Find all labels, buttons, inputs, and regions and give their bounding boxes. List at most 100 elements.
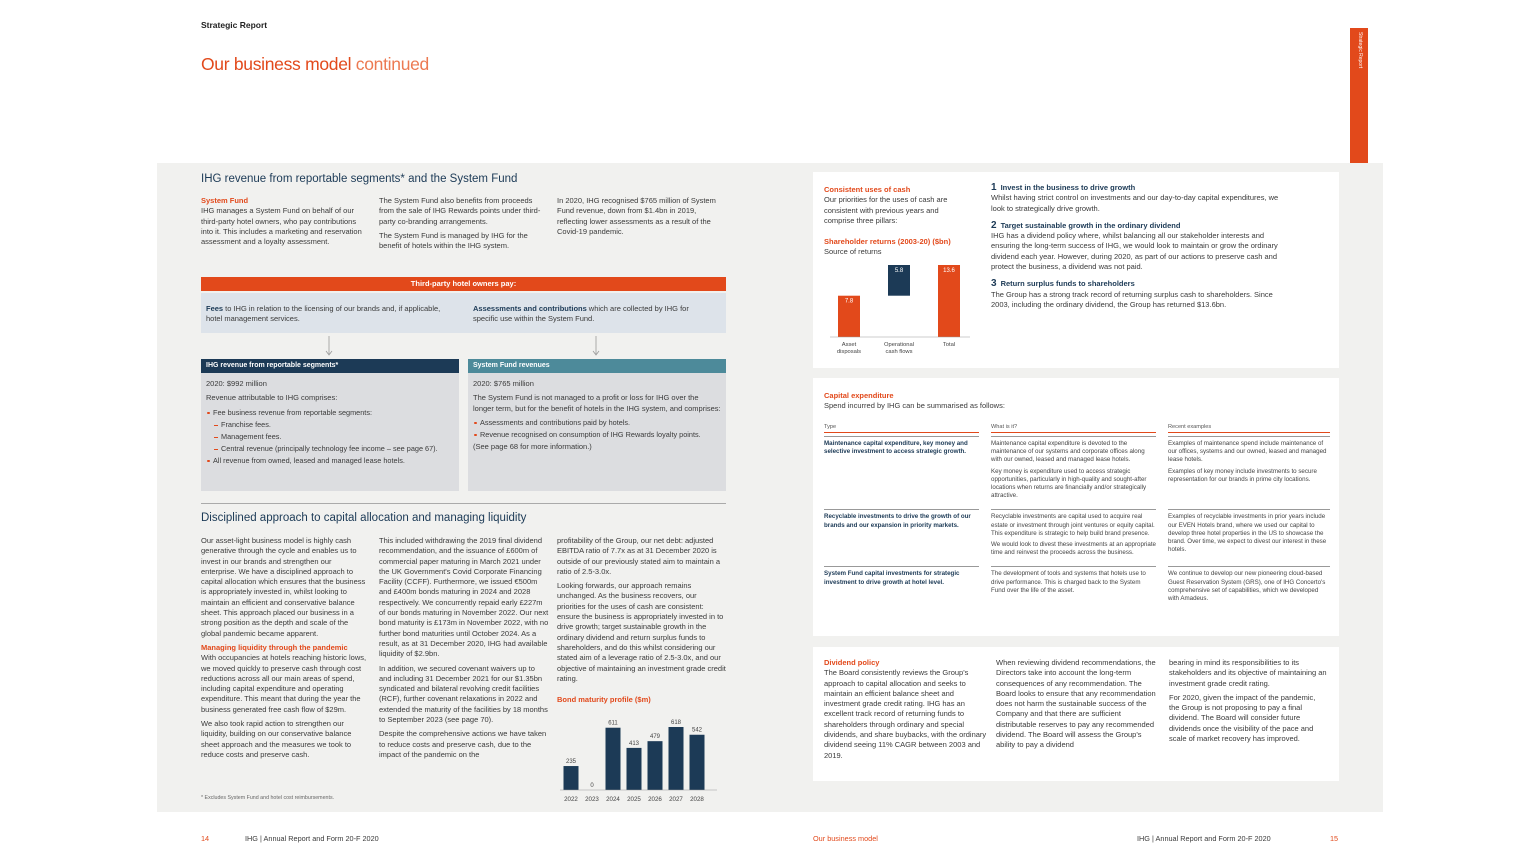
- cell-paragraph: We would look to divest these investment…: [991, 541, 1156, 557]
- bar: [626, 747, 642, 790]
- column: Consistent uses of cash Our priorities fo…: [824, 185, 969, 230]
- item-number: 3: [991, 278, 997, 290]
- value-label: 479: [650, 734, 661, 740]
- text: which are collected by IHG for specific …: [473, 304, 689, 324]
- box: 2020: $765 million The System Fund is not…: [468, 373, 726, 491]
- footer-text: IHG | Annual Report and Form 20-F 2020: [1137, 834, 1271, 843]
- table-header: Recent examples: [1168, 424, 1330, 433]
- cell-paragraph: Maintenance capital expenditure, key mon…: [824, 440, 968, 456]
- footer-text: IHG | Annual Report and Form 20-F 2020: [245, 834, 379, 843]
- title-suffix: continued: [355, 54, 430, 74]
- pay-box: [201, 293, 726, 333]
- subheading: Managing liquidity through the pandemic: [201, 642, 348, 652]
- subheading: Consistent uses of cash: [824, 185, 911, 194]
- cell-paragraph: Recyclable investments to drive the grow…: [824, 513, 971, 529]
- bullet: Revenue recognised on consumption of IHG…: [473, 430, 721, 440]
- cell-paragraph: Examples of recyclable investments in pr…: [1168, 513, 1327, 554]
- box-title: System Fund revenues: [468, 359, 726, 373]
- box-title: IHG revenue from reportable segments*: [201, 359, 459, 373]
- bullet: Fee business revenue from reportable seg…: [206, 408, 454, 418]
- sub-bullet: Management fees.: [206, 432, 454, 442]
- item-title: Return surplus funds to shareholders: [1000, 279, 1135, 289]
- value-label: 618: [671, 720, 682, 726]
- paragraph: When reviewing dividend recommendations,…: [996, 658, 1156, 750]
- bar: [689, 734, 705, 790]
- side-tab: Strategic Report: [1350, 28, 1368, 172]
- bar: [647, 741, 663, 790]
- column: Our asset-light business model is highly…: [201, 536, 369, 764]
- item-heading: 2 Target sustainable growth in the ordina…: [991, 220, 1291, 231]
- bar: [888, 265, 910, 296]
- card: [813, 647, 1339, 781]
- value-label: 611: [608, 721, 618, 727]
- item-heading: 3 Return surplus funds to shareholders: [991, 279, 1291, 289]
- cell-paragraph: Maintenance capital expenditure is devot…: [991, 440, 1145, 464]
- value-label: 235: [566, 759, 577, 765]
- x-tick-label: 2023: [585, 796, 599, 803]
- x-tick-label: Operational cash flows: [884, 342, 914, 355]
- paragraph: IHG manages a System Fund on behalf of o…: [201, 206, 362, 247]
- cell-paragraph: The development of tools and systems tha…: [991, 570, 1146, 594]
- paragraph: This included withdrawing the 2019 final…: [379, 536, 549, 659]
- table-cell: Maintenance capital expenditure is devot…: [991, 436, 1156, 509]
- paragraph: Whilst having strict control on investme…: [991, 193, 1279, 213]
- paragraph: We also took rapid action to strengthen …: [201, 719, 352, 759]
- cell-paragraph: Examples of key money include investment…: [1168, 467, 1317, 483]
- bold-lead: Fees: [206, 304, 224, 313]
- subheading: Dividend policy: [824, 658, 880, 667]
- chart-area: 235 2022 0 2023 611 2024 413 2025 479 2026 618 2027…: [560, 720, 717, 803]
- bullet: All revenue from owned, leased and manag…: [206, 456, 454, 466]
- value-label: 413: [629, 741, 640, 747]
- section-heading: IHG revenue from reportable segments* an…: [201, 173, 518, 185]
- paragraph: Assessments and contributions which are c…: [473, 304, 713, 325]
- title: Our business model: [201, 54, 352, 74]
- paragraph: In addition, we secured covenant waivers…: [379, 663, 548, 725]
- numbered-item: 2 Target sustainable growth in the ordina…: [991, 220, 1291, 272]
- returns-chart: Shareholder returns (2003-20) ($bn) Sour…: [820, 237, 980, 362]
- paragraph: bearing in mind its responsibilities to …: [1169, 658, 1327, 688]
- paragraph: With occupancies at hotels reaching hist…: [201, 653, 367, 714]
- pay-text: Fees to IHG in relation to the licensing …: [206, 304, 446, 329]
- paragraph: Looking forwards, our approach remains u…: [557, 581, 726, 683]
- subheading: Capital expenditure: [824, 391, 894, 400]
- arrows: [325, 336, 600, 356]
- box: 2020: $992 million Revenue attributable t…: [201, 373, 459, 491]
- table-header: What is it?: [991, 424, 1156, 433]
- footnote: * Excludes System Fund and hotel cost re…: [201, 795, 335, 801]
- text: to IHG in relation to the licensing of o…: [206, 304, 441, 324]
- cell-paragraph: System Fund capital investments for stra…: [824, 570, 960, 586]
- value-label: 7.8: [845, 299, 854, 305]
- paragraph: Fees to IHG in relation to the licensing …: [206, 304, 446, 325]
- bar: [938, 265, 960, 337]
- page-title: Our business model continued: [201, 54, 429, 75]
- cell-paragraph: Key money is expenditure used to access …: [991, 467, 1147, 500]
- numbered-item: 1 Invest in the business to drive growth W…: [991, 182, 1291, 214]
- bold-lead: Assessments and contributions: [473, 304, 587, 313]
- paragraph: In 2020, IHG recognised $765 million of …: [557, 196, 716, 236]
- column: System Fund IHG manages a System Fund on …: [201, 196, 363, 251]
- table-cell: Examples of maintenance spend include ma…: [1168, 436, 1330, 509]
- table-cell: Recyclable investments are capital used …: [991, 509, 1156, 566]
- table-cell: Maintenance capital expenditure, key mon…: [824, 436, 979, 509]
- table-header: Type: [824, 424, 979, 433]
- x-tick-label: 2024: [606, 796, 620, 803]
- table-cell: Examples of recyclable investments in pr…: [1168, 509, 1330, 566]
- numbered-item: 3 Return surplus funds to shareholders The…: [991, 279, 1291, 310]
- table-cell: System Fund capital investments for stra…: [824, 566, 979, 612]
- chart-subtitle: Source of returns: [824, 247, 882, 256]
- chart-title: Shareholder returns (2003-20) ($bn): [824, 237, 951, 246]
- subheading: System Fund: [201, 196, 249, 205]
- cell-paragraph: We continue to develop our new pioneerin…: [1168, 570, 1326, 603]
- x-tick-label: Asset disposals: [836, 342, 862, 355]
- paragraph: (See page 68 for more information.): [473, 441, 592, 451]
- column: Dividend policy The Board consistently re…: [824, 658, 988, 765]
- paragraph: 2020: $992 million: [206, 379, 267, 388]
- value-label: 13.6: [943, 268, 955, 274]
- bar: [563, 766, 579, 790]
- bar: [668, 727, 684, 790]
- item-title: Invest in the business to drive growth: [1000, 183, 1136, 192]
- pay-text: Assessments and contributions which are c…: [473, 304, 713, 329]
- x-tick-label: 2026: [648, 796, 662, 803]
- paragraph: The Board consistently reviews the Group…: [824, 668, 987, 760]
- sub-bullet: Franchise fees.: [206, 420, 454, 430]
